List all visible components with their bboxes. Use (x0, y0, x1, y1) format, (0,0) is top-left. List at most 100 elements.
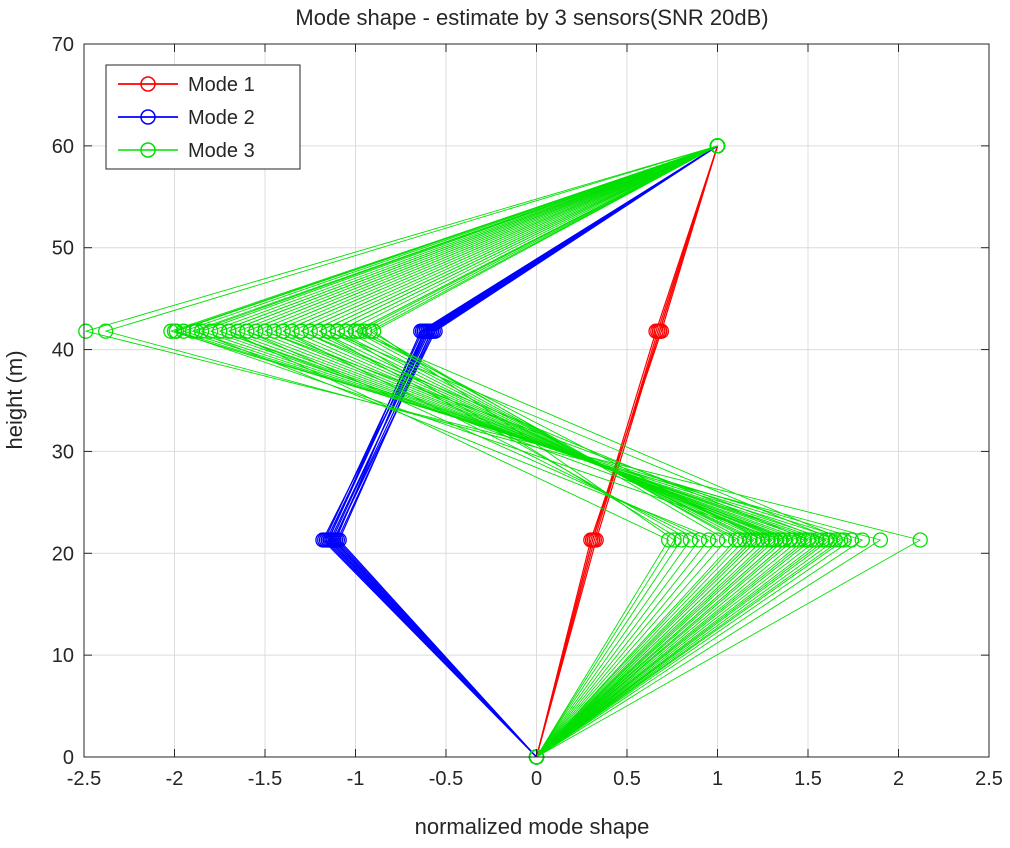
series-line (219, 145, 791, 758)
legend-label: Mode 1 (188, 74, 255, 96)
data-point (660, 532, 677, 548)
series-line (535, 145, 719, 758)
data-point (776, 532, 793, 548)
data-point (320, 532, 337, 548)
data-point (166, 323, 183, 339)
series-line (201, 145, 823, 758)
x-tick-label: 1.5 (794, 768, 822, 790)
data-point (311, 323, 327, 339)
data-point (329, 323, 346, 339)
x-tick-label: -1 (347, 768, 365, 790)
series-line (174, 145, 782, 758)
legend-marker (140, 109, 156, 125)
y-tick-label: 30 (52, 441, 74, 463)
data-point (912, 532, 928, 548)
y-tick-label: 50 (52, 238, 74, 260)
series-line (210, 145, 818, 758)
data-point (691, 532, 708, 548)
data-point (700, 532, 717, 548)
data-point (184, 323, 201, 339)
legend: Mode 1 Mode 2 Mode 3 (105, 64, 301, 170)
data-point (718, 532, 735, 548)
series-line (291, 145, 773, 758)
data-point (773, 532, 789, 548)
data-point (212, 323, 228, 339)
data-point (347, 323, 364, 339)
x-tick-label: -1.5 (248, 768, 282, 790)
data-point (356, 323, 373, 339)
series-line (195, 145, 718, 758)
data-point (731, 532, 747, 548)
data-point (257, 323, 273, 339)
x-tick-label: 0.5 (613, 768, 641, 790)
x-tick-label: -0.5 (429, 768, 463, 790)
plot-series (78, 138, 928, 765)
chart-title: Mode shape - estimate by 3 sensors(SNR 2… (295, 5, 768, 30)
y-tick-label: 10 (52, 645, 74, 667)
x-tick-label: 0 (531, 768, 542, 790)
data-point (651, 323, 668, 339)
data-point (248, 323, 264, 339)
series-line (237, 145, 800, 758)
data-point (709, 532, 726, 548)
data-point (736, 532, 753, 548)
data-point (78, 323, 94, 339)
data-point (854, 532, 870, 548)
series-line (336, 145, 718, 758)
legend-label: Mode 2 (188, 107, 255, 129)
data-point (800, 532, 816, 548)
data-point (188, 323, 204, 339)
legend-marker (140, 76, 156, 92)
data-point (682, 532, 699, 548)
series-line (327, 145, 718, 758)
data-point (818, 532, 834, 548)
legend-marker (140, 142, 156, 158)
series-line (300, 145, 809, 758)
data-point (331, 532, 347, 548)
series-line (333, 145, 718, 758)
data-point (338, 323, 355, 339)
data-point (98, 323, 114, 339)
data-point (827, 532, 843, 548)
series-line (282, 145, 718, 758)
data-point (266, 323, 282, 339)
x-tick-label: 1 (712, 768, 723, 790)
series-line (85, 145, 921, 758)
data-point (193, 323, 210, 339)
series-line (535, 145, 719, 758)
data-point (584, 532, 601, 548)
data-point (351, 323, 367, 339)
x-tick-label: 2 (893, 768, 904, 790)
data-point (836, 532, 852, 548)
y-axis-label: height (m) (2, 350, 27, 449)
series-line (264, 145, 827, 758)
data-point (843, 532, 860, 548)
data-point (315, 532, 331, 548)
series-line (373, 145, 718, 758)
data-point (302, 323, 318, 339)
x-axis-label: normalized mode shape (415, 814, 650, 839)
series-line (535, 145, 719, 758)
series-line (369, 145, 727, 758)
series-line (322, 145, 718, 758)
y-tick-label: 70 (52, 34, 74, 56)
x-tick-label: -2 (166, 768, 184, 790)
x-tick-label: 2.5 (975, 768, 1003, 790)
data-point (416, 323, 432, 339)
data-point (420, 323, 436, 339)
series-line (335, 145, 718, 758)
ticks: -2.5 -2 -1.5 -1 -0.5 0 0.5 1 1.5 2 2.5 0 10 20 30 40 50 6… (52, 34, 1003, 790)
series-line (355, 145, 845, 758)
series-line (358, 145, 764, 758)
data-point (326, 532, 342, 548)
data-point (413, 323, 429, 339)
data-point (293, 323, 309, 339)
y-tick-label: 20 (52, 543, 74, 565)
data-point (782, 532, 798, 548)
y-tick-label: 0 (63, 747, 74, 769)
data-point (423, 323, 440, 339)
data-point (175, 323, 192, 339)
data-point (221, 323, 237, 339)
x-tick-label: -2.5 (67, 768, 101, 790)
